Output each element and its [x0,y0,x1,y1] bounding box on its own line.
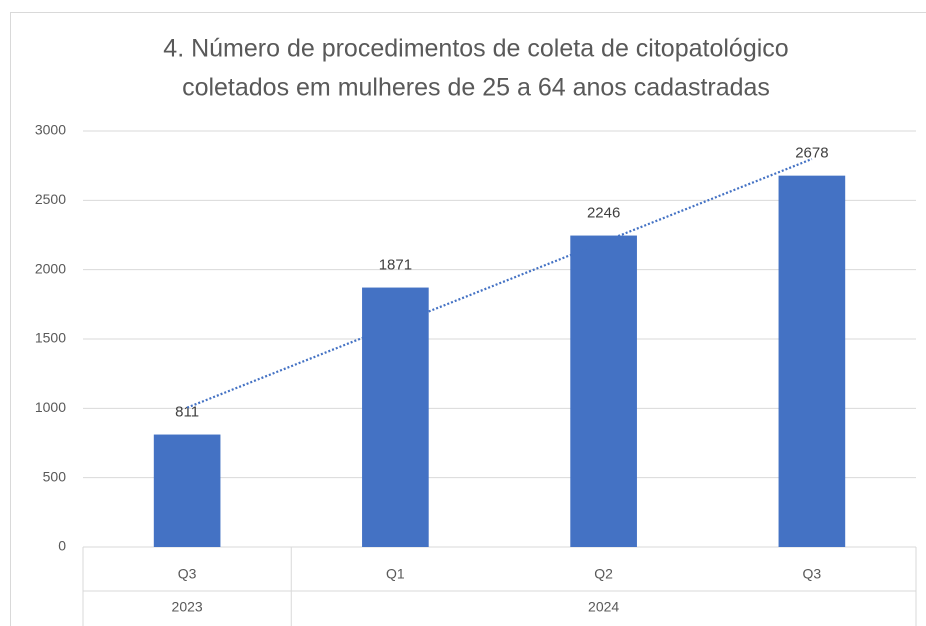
chart-title: coletados em mulheres de 25 a 64 anos ca… [182,74,770,102]
y-tick-label: 500 [43,468,67,484]
trendline [186,158,813,409]
y-tick-label: 1000 [35,399,66,415]
x-tick-label: Q1 [386,566,405,582]
y-tick-label: 2500 [35,191,66,207]
data-label: 2678 [795,145,828,162]
bar [570,235,637,547]
data-label: 1871 [379,257,412,274]
y-tick-label: 2000 [35,260,66,276]
group-label: 2023 [172,599,203,615]
y-tick-label: 3000 [35,122,66,138]
y-tick-label: 1500 [35,330,66,346]
x-tick-label: Q2 [594,566,613,582]
chart-title: 4. Número de procedimentos de coleta de … [163,35,788,63]
bar [153,434,221,547]
group-label: 2024 [588,599,619,615]
data-label: 2246 [587,205,620,222]
bar [362,287,429,547]
y-tick-label: 0 [58,538,66,554]
x-tick-label: Q3 [178,566,197,582]
data-label: 811 [175,404,199,421]
bar [778,175,846,547]
x-tick-label: Q3 [803,566,822,582]
